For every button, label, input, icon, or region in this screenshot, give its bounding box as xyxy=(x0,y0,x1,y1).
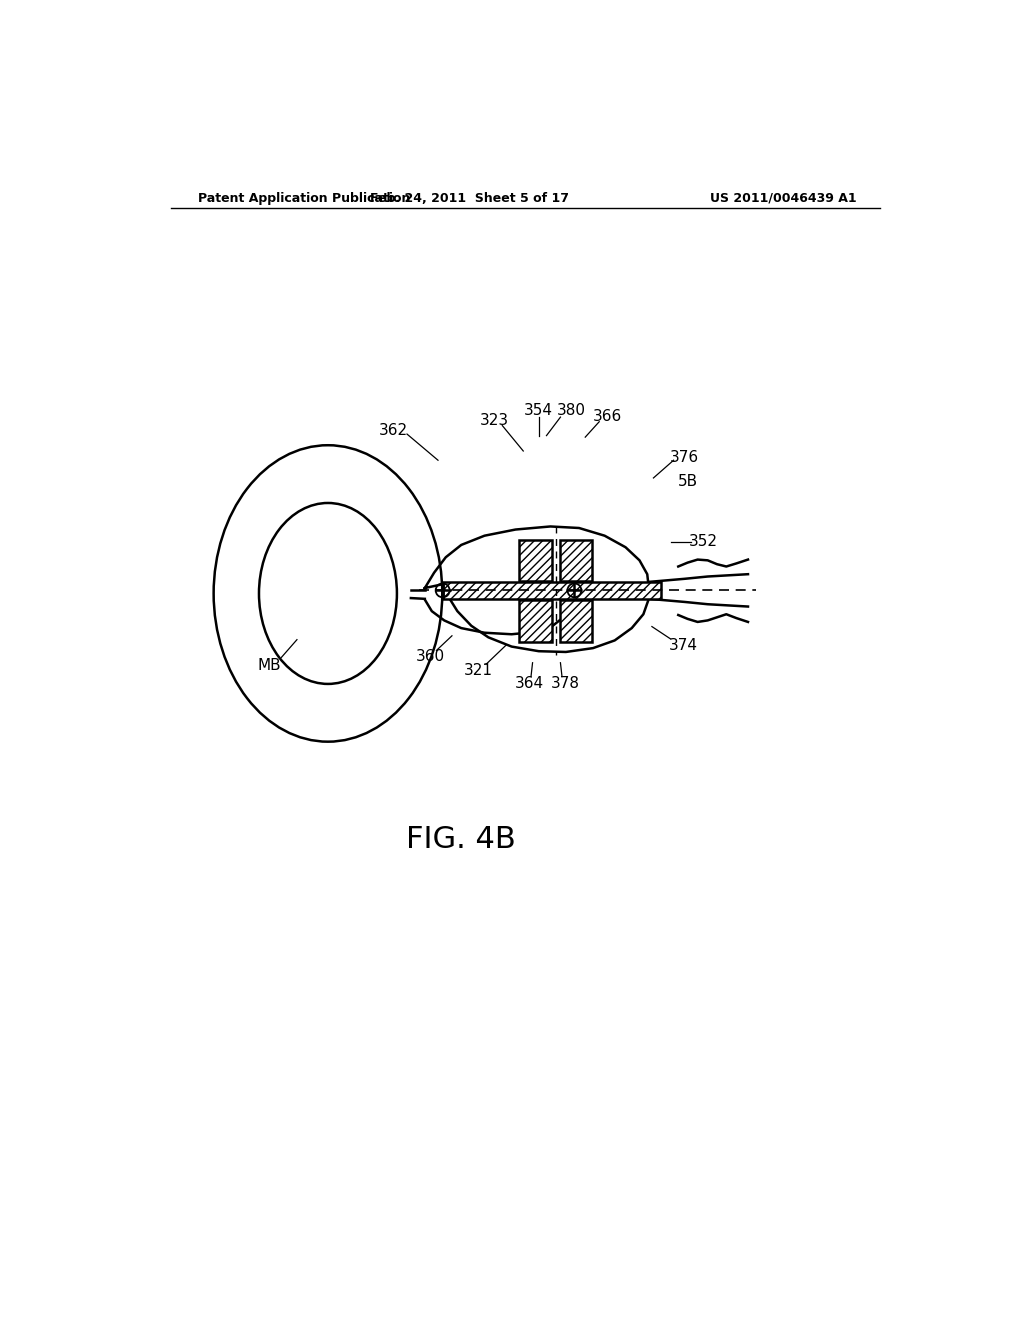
Text: MB: MB xyxy=(257,657,281,673)
Bar xyxy=(442,582,662,599)
Text: 323: 323 xyxy=(480,413,509,428)
Text: 352: 352 xyxy=(688,535,718,549)
Text: 321: 321 xyxy=(464,663,493,678)
Bar xyxy=(560,540,592,581)
Text: US 2011/0046439 A1: US 2011/0046439 A1 xyxy=(710,191,856,205)
Text: 354: 354 xyxy=(524,404,553,418)
Text: 380: 380 xyxy=(557,404,586,418)
Bar xyxy=(519,599,552,642)
Text: 360: 360 xyxy=(416,649,444,664)
Text: FIG. 4B: FIG. 4B xyxy=(407,825,516,854)
Bar xyxy=(442,582,662,599)
Bar xyxy=(560,540,592,581)
Bar xyxy=(560,599,592,642)
Text: 364: 364 xyxy=(515,676,544,692)
Text: Feb. 24, 2011  Sheet 5 of 17: Feb. 24, 2011 Sheet 5 of 17 xyxy=(370,191,568,205)
Bar xyxy=(560,599,592,642)
Text: 376: 376 xyxy=(670,450,699,465)
Bar xyxy=(519,540,552,581)
Text: 366: 366 xyxy=(592,409,622,424)
Text: 5B: 5B xyxy=(678,474,697,490)
Text: 378: 378 xyxy=(551,676,580,692)
Bar xyxy=(519,540,552,581)
Bar xyxy=(519,599,552,642)
Text: 362: 362 xyxy=(379,422,408,438)
Text: 374: 374 xyxy=(669,638,697,652)
Text: Patent Application Publication: Patent Application Publication xyxy=(198,191,411,205)
